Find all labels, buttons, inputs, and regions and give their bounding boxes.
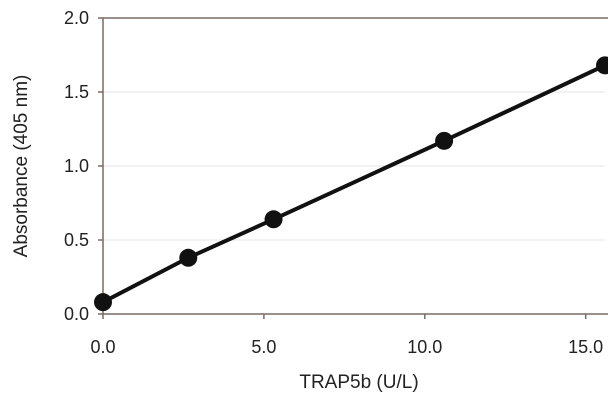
y-axis-ticks: 0.0 0.5 1.0 1.5 2.0: [64, 8, 103, 324]
y-axis-title: Absorbance (405 nm): [11, 75, 32, 258]
y-tick-label: 2.0: [64, 8, 89, 28]
data-point: [94, 293, 112, 312]
x-tick-label: 5.0: [251, 337, 276, 357]
y-tick-label: 0.0: [64, 304, 89, 324]
data-point: [435, 131, 454, 150]
y-tick-label: 1.0: [64, 156, 89, 176]
x-tick-label: 0.0: [90, 337, 115, 357]
x-tick-label: 15.0: [568, 337, 603, 357]
x-axis-title: TRAP5b (U/L): [299, 372, 418, 393]
series-line: [102, 63, 606, 304]
data-point: [179, 248, 198, 267]
x-tick-label: 10.0: [407, 337, 442, 357]
data-point: [596, 56, 608, 75]
x-axis-ticks: 0.0 5.0 10.0 15.0: [90, 314, 603, 357]
series-group: [94, 56, 608, 312]
data-point: [264, 210, 283, 229]
gridlines: [103, 17, 605, 315]
y-tick-label: 1.5: [64, 82, 89, 102]
y-tick-label: 0.5: [64, 230, 89, 250]
